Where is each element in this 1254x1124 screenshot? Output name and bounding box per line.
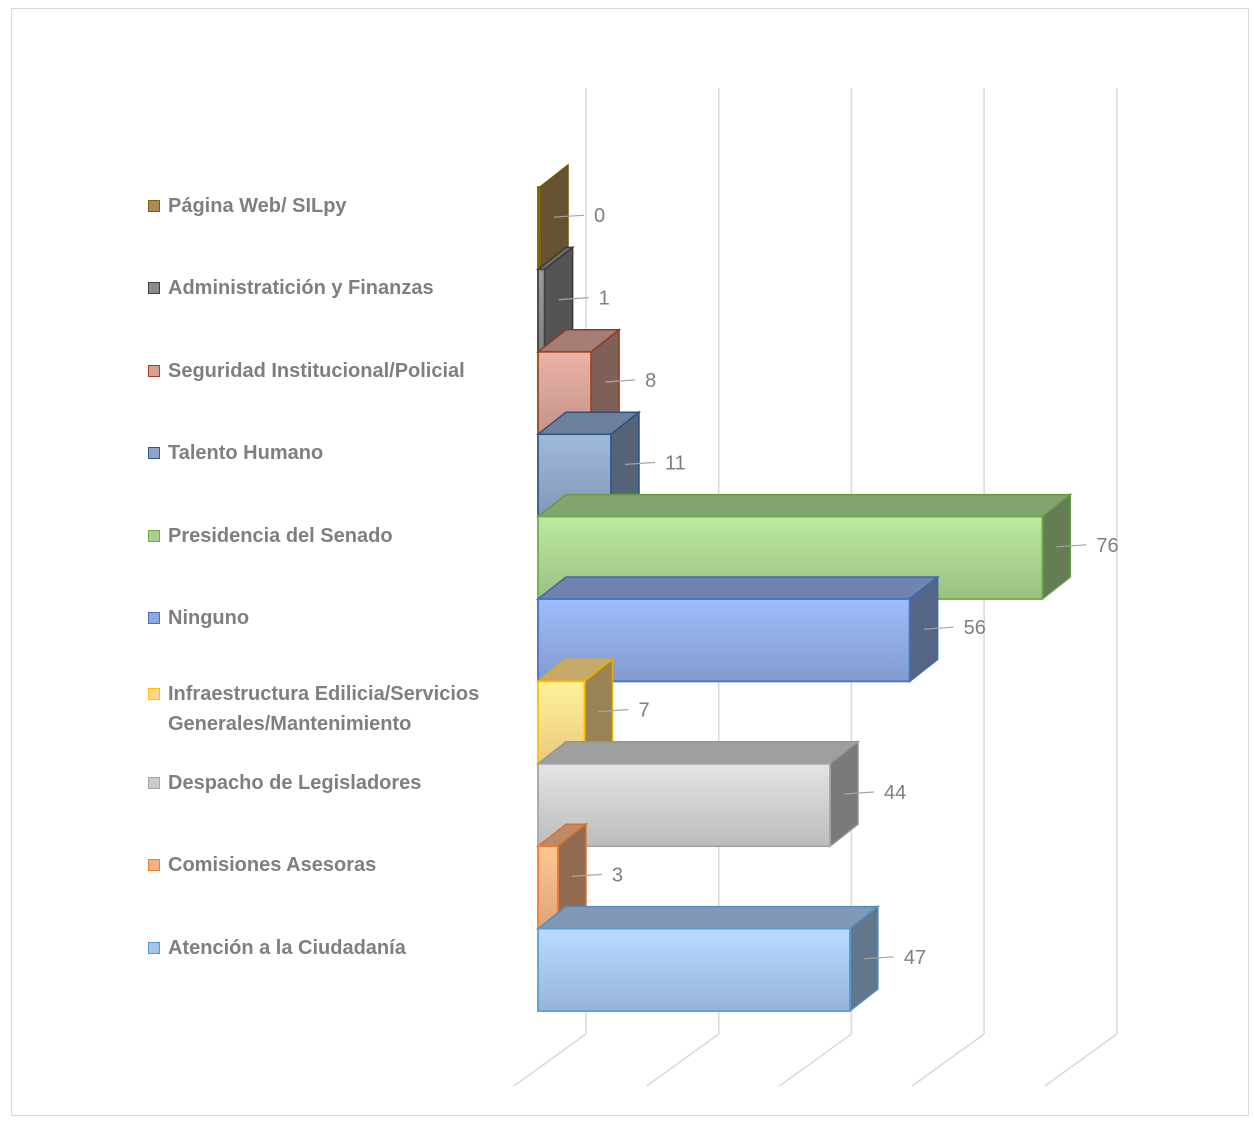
legend-item: Talento Humano <box>148 438 323 468</box>
data-label: 3 <box>612 864 623 886</box>
legend-label: Ninguno <box>168 607 250 629</box>
data-label: 76 <box>1096 535 1118 557</box>
legend-swatch <box>148 776 160 789</box>
legend-label: Infraestructura Edilicia/Servicios Gener… <box>168 683 480 736</box>
data-label-leader <box>863 956 894 960</box>
data-label: 7 <box>638 700 649 722</box>
bar-top <box>535 493 1073 518</box>
legend-swatch <box>148 529 160 542</box>
data-label-leader <box>1056 544 1087 548</box>
legend-label: Página Web/ SILpy <box>168 195 347 217</box>
legend-swatch <box>148 282 160 295</box>
legend-swatch <box>148 364 160 377</box>
gridline-floor <box>646 1033 720 1087</box>
data-label-leader <box>624 461 656 465</box>
gridline-floor <box>513 1033 587 1087</box>
legend-item: Comisiones Asesoras <box>148 850 376 880</box>
legend-swatch <box>148 859 160 872</box>
data-label: 44 <box>884 782 906 804</box>
legend-swatch <box>148 200 160 212</box>
data-label: 1 <box>599 288 610 310</box>
legend-swatch <box>148 612 160 624</box>
legend-item: Ninguno <box>148 603 249 633</box>
data-label-leader <box>605 379 636 383</box>
legend-item: Infraestructura Edilicia/Servicios Gener… <box>148 679 479 739</box>
legend-item: Seguridad Institucional/Policial <box>148 356 465 386</box>
legend-item: Presidencia del Senado <box>148 521 393 551</box>
legend-label: Talento Humano <box>168 442 324 465</box>
bar <box>537 268 546 353</box>
data-label-leader <box>558 297 589 301</box>
bar <box>537 186 541 271</box>
gridline-floor <box>779 1033 852 1087</box>
bar <box>537 927 851 1012</box>
data-label-leader <box>571 873 602 877</box>
data-label: 47 <box>904 947 926 969</box>
legend-swatch <box>148 941 160 954</box>
bar-top <box>535 741 861 765</box>
data-label-leader <box>553 214 585 218</box>
legend-item: Despacho de Legisladores <box>148 768 421 798</box>
legend-label: Administratición y Finanzas <box>168 277 434 300</box>
bar-top <box>535 576 940 600</box>
data-label-leader <box>923 626 954 630</box>
bar-top <box>535 905 881 930</box>
legend-label: Despacho de Legisladores <box>168 771 422 794</box>
data-label: 0 <box>594 205 605 227</box>
legend-label: Presidencia del Senado <box>168 524 393 547</box>
gridline-floor <box>1044 1033 1118 1087</box>
legend-swatch <box>148 447 160 460</box>
data-label: 8 <box>645 370 656 392</box>
legend-label: Seguridad Institucional/Policial <box>168 359 465 382</box>
data-label-leader <box>598 709 629 713</box>
legend-item: Página Web/ SILpy <box>148 191 347 221</box>
legend-label: Comisiones Asesoras <box>168 854 377 877</box>
legend-label: Atención a la Ciudadanía <box>168 936 406 959</box>
legend-item: Administratición y Finanzas <box>148 273 434 303</box>
gridline-floor <box>911 1033 985 1087</box>
data-label: 56 <box>964 617 986 639</box>
legend-swatch <box>148 688 160 701</box>
bar <box>537 762 831 848</box>
legend-item: Atención a la Ciudadanía <box>148 933 406 963</box>
data-label-leader <box>843 791 875 795</box>
data-label: 11 <box>665 452 686 474</box>
chart-legend: Página Web/ SILpy Administratición y Fina… <box>148 0 508 1124</box>
